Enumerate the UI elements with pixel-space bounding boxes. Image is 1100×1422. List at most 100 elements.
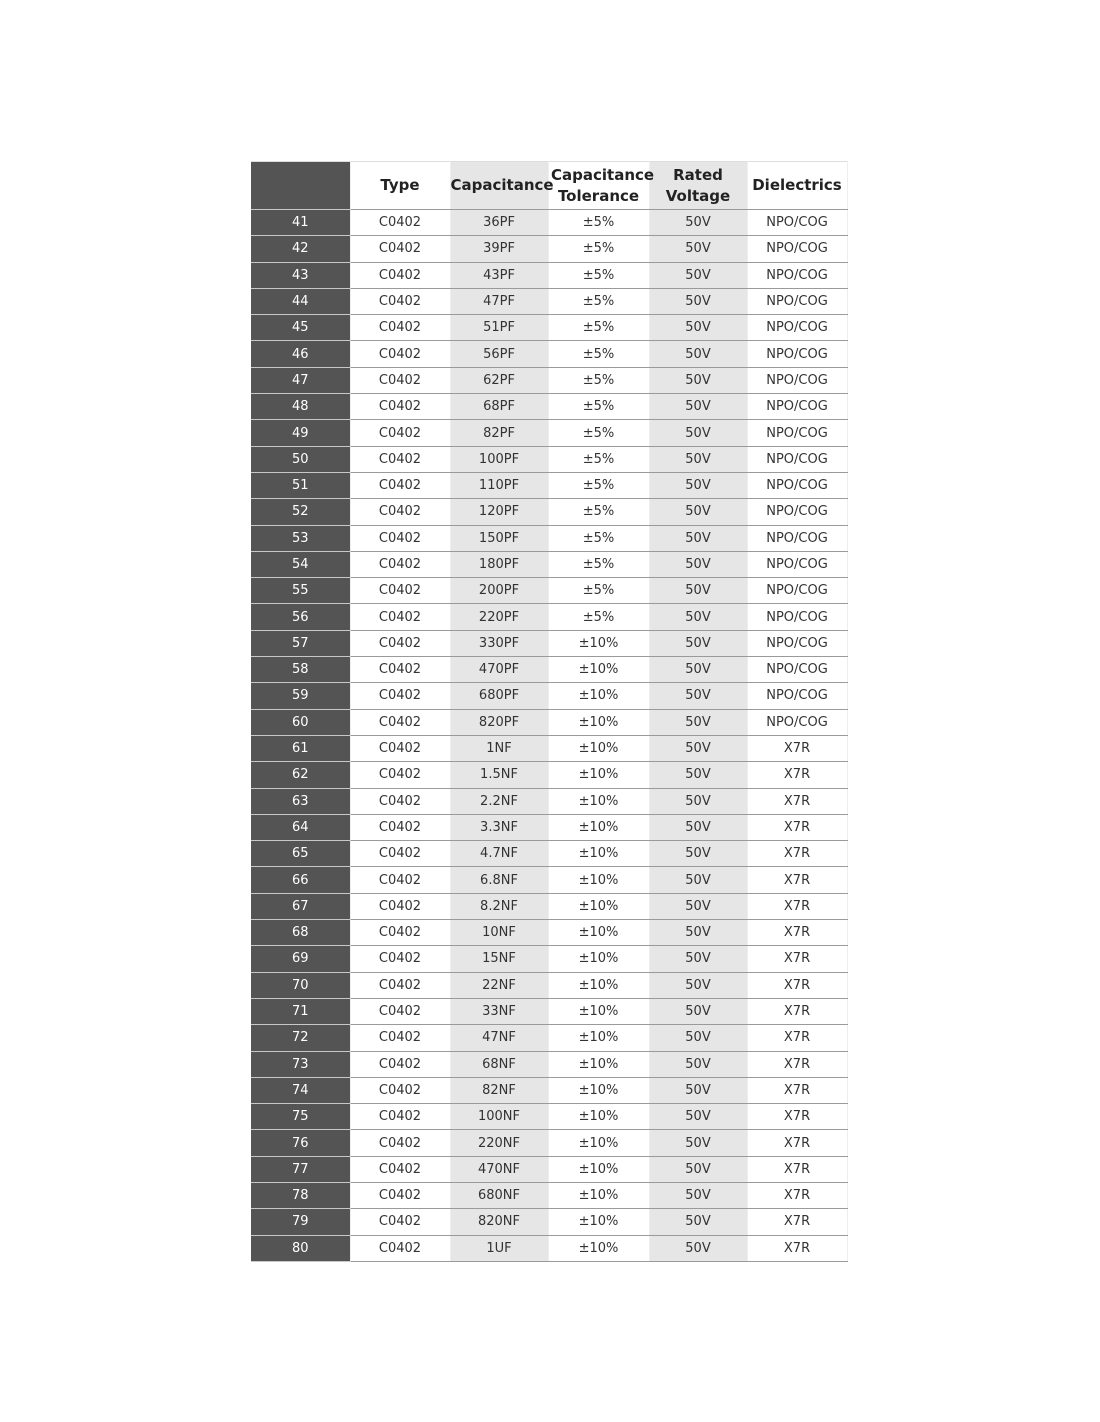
cell-type: C0402 [350, 577, 451, 605]
table-row: 69 C0402 15NF ±10% 50V X7R [251, 945, 848, 973]
cell-tolerance: ±10% [548, 945, 650, 973]
table-row: 79 C0402 820NF ±10% 50V X7R [251, 1208, 848, 1236]
cell-capacitance: 68PF [450, 393, 549, 421]
cell-dielectric: X7R [747, 1235, 848, 1262]
cell-tolerance: ±5% [548, 314, 650, 342]
cell-index: 42 [251, 235, 351, 263]
cell-tolerance: ±5% [548, 498, 650, 526]
cell-index: 54 [251, 551, 351, 579]
cell-dielectric: X7R [747, 761, 848, 789]
cell-type: C0402 [350, 630, 451, 658]
table-row: 65 C0402 4.7NF ±10% 50V X7R [251, 840, 848, 868]
cell-rated-voltage: 50V [649, 1182, 748, 1210]
cell-tolerance: ±10% [548, 1077, 650, 1105]
cell-type: C0402 [350, 314, 451, 342]
cell-capacitance: 680NF [450, 1182, 549, 1210]
cell-dielectric: X7R [747, 788, 848, 815]
cell-type: C0402 [350, 1235, 451, 1262]
cell-tolerance: ±10% [548, 998, 650, 1026]
cell-dielectric: X7R [747, 998, 848, 1026]
cell-capacitance: 10NF [450, 919, 549, 947]
cell-rated-voltage: 50V [649, 419, 748, 447]
cell-rated-voltage: 50V [649, 814, 748, 842]
cell-tolerance: ±10% [548, 1156, 650, 1183]
cell-rated-voltage: 50V [649, 761, 748, 789]
table-row: 54 C0402 180PF ±5% 50V NPO/COG [251, 551, 848, 579]
cell-capacitance: 110PF [450, 472, 549, 500]
cell-index: 41 [251, 209, 351, 237]
cell-capacitance: 47PF [450, 288, 549, 316]
cell-tolerance: ±10% [548, 1208, 650, 1236]
header-dielectrics: Dielectrics [747, 161, 848, 210]
cell-type: C0402 [350, 209, 451, 237]
table-row: 58 C0402 470PF ±10% 50V NPO/COG [251, 656, 848, 684]
cell-rated-voltage: 50V [649, 866, 748, 894]
cell-capacitance: 820PF [450, 709, 549, 736]
cell-rated-voltage: 50V [649, 288, 748, 316]
table-row: 75 C0402 100NF ±10% 50V X7R [251, 1103, 848, 1131]
cell-capacitance: 220NF [450, 1129, 549, 1157]
cell-dielectric: X7R [747, 1129, 848, 1157]
table-row: 74 C0402 82NF ±10% 50V X7R [251, 1077, 848, 1105]
cell-index: 61 [251, 735, 351, 763]
cell-tolerance: ±10% [548, 682, 650, 710]
cell-tolerance: ±10% [548, 840, 650, 868]
cell-rated-voltage: 50V [649, 735, 748, 763]
cell-dielectric: X7R [747, 1077, 848, 1105]
cell-dielectric: NPO/COG [747, 367, 848, 395]
cell-index: 79 [251, 1208, 351, 1236]
cell-index: 64 [251, 814, 351, 842]
cell-rated-voltage: 50V [649, 235, 748, 263]
cell-type: C0402 [350, 998, 451, 1026]
cell-rated-voltage: 50V [649, 577, 748, 605]
cell-index: 48 [251, 393, 351, 421]
table-row: 80 C0402 1UF ±10% 50V X7R [251, 1235, 848, 1262]
cell-capacitance: 1.5NF [450, 761, 549, 789]
cell-dielectric: X7R [747, 972, 848, 999]
cell-rated-voltage: 50V [649, 972, 748, 999]
cell-type: C0402 [350, 472, 451, 500]
cell-tolerance: ±10% [548, 1182, 650, 1210]
cell-tolerance: ±5% [548, 262, 650, 289]
cell-type: C0402 [350, 893, 451, 921]
cell-tolerance: ±5% [548, 340, 650, 368]
cell-tolerance: ±10% [548, 866, 650, 894]
cell-index: 57 [251, 630, 351, 658]
cell-tolerance: ±5% [548, 525, 650, 552]
cell-capacitance: 180PF [450, 551, 549, 579]
cell-dielectric: NPO/COG [747, 209, 848, 237]
cell-type: C0402 [350, 866, 451, 894]
cell-capacitance: 15NF [450, 945, 549, 973]
table-row: 62 C0402 1.5NF ±10% 50V X7R [251, 761, 848, 789]
cell-rated-voltage: 50V [649, 340, 748, 368]
cell-rated-voltage: 50V [649, 1077, 748, 1105]
table-row: 48 C0402 68PF ±5% 50V NPO/COG [251, 393, 848, 421]
cell-type: C0402 [350, 1103, 451, 1131]
table-row: 52 C0402 120PF ±5% 50V NPO/COG [251, 498, 848, 526]
cell-capacitance: 22NF [450, 972, 549, 999]
cell-tolerance: ±10% [548, 814, 650, 842]
cell-dielectric: X7R [747, 1156, 848, 1183]
header-capacitance: Capacitance [450, 161, 554, 210]
cell-index: 56 [251, 603, 351, 631]
cell-type: C0402 [350, 1051, 451, 1078]
cell-capacitance: 51PF [450, 314, 549, 342]
cell-index: 46 [251, 340, 351, 368]
cell-tolerance: ±5% [548, 393, 650, 421]
table-row: 60 C0402 820PF ±10% 50V NPO/COG [251, 709, 848, 736]
cell-rated-voltage: 50V [649, 367, 748, 395]
cell-dielectric: X7R [747, 866, 848, 894]
cell-type: C0402 [350, 393, 451, 421]
table-row: 77 C0402 470NF ±10% 50V X7R [251, 1156, 848, 1183]
cell-type: C0402 [350, 709, 451, 736]
cell-tolerance: ±10% [548, 1129, 650, 1157]
cell-tolerance: ±10% [548, 1103, 650, 1131]
cell-dielectric: NPO/COG [747, 498, 848, 526]
cell-dielectric: X7R [747, 893, 848, 921]
cell-dielectric: X7R [747, 1182, 848, 1210]
cell-rated-voltage: 50V [649, 840, 748, 868]
table-row: 78 C0402 680NF ±10% 50V X7R [251, 1182, 848, 1210]
cell-rated-voltage: 50V [649, 1024, 748, 1052]
cell-dielectric: NPO/COG [747, 525, 848, 552]
cell-type: C0402 [350, 340, 451, 368]
